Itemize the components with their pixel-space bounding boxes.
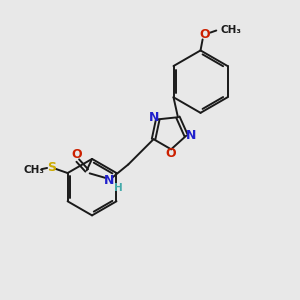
Text: CH₃: CH₃ <box>220 25 242 34</box>
Text: H: H <box>114 183 123 193</box>
Text: O: O <box>166 147 176 160</box>
Text: N: N <box>149 111 159 124</box>
Text: O: O <box>200 28 210 40</box>
Text: O: O <box>71 148 82 160</box>
Text: CH₃: CH₃ <box>23 165 44 175</box>
Text: S: S <box>47 160 56 174</box>
Text: N: N <box>104 174 114 187</box>
Text: N: N <box>186 129 197 142</box>
